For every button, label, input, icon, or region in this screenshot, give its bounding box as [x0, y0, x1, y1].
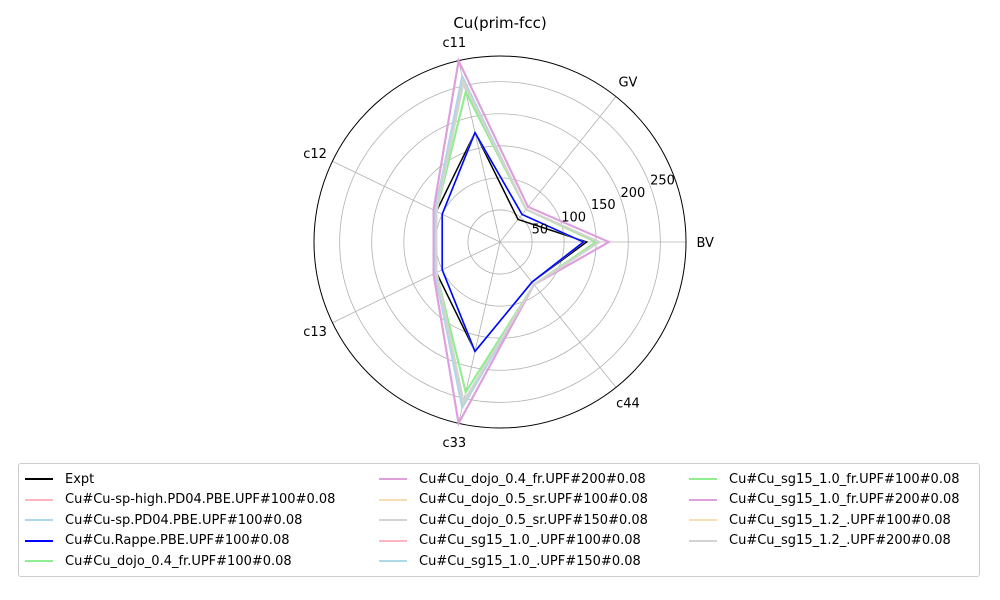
legend-item: Cu#Cu_dojo_0.5_sr.UPF#100#0.08	[379, 490, 648, 510]
legend-swatch	[689, 478, 717, 480]
legend-label: Cu#Cu_dojo_0.5_sr.UPF#150#0.08	[419, 512, 648, 528]
legend-item: Cu#Cu-sp.PD04.PBE.UPF#100#0.08	[25, 510, 302, 530]
chart-title: Cu(prim-fcc)	[453, 14, 546, 32]
chart-legend: Expt Cu#Cu-sp-high.PD04.PBE.UPF#100#0.08 C…	[18, 463, 980, 577]
legend-item: Expt	[25, 469, 94, 489]
axis-label-c11: c11	[442, 36, 466, 51]
legend-swatch	[379, 519, 407, 521]
radial-tick-label: 250	[650, 174, 675, 189]
legend-label: Cu#Cu-sp-high.PD04.PBE.UPF#100#0.08	[65, 492, 336, 507]
series-line-13	[435, 79, 602, 405]
legend-swatch	[25, 539, 53, 542]
grid-spoke	[332, 160, 501, 243]
legend-item: Cu#Cu_sg15_1.0_.UPF#100#0.08	[379, 531, 641, 551]
legend-label: Cu#Cu_sg15_1.0_fr.UPF#200#0.08	[729, 492, 960, 507]
axis-label-GV: GV	[618, 76, 637, 91]
legend-label: Cu#Cu_sg15_1.0_.UPF#150#0.08	[419, 553, 641, 569]
legend-item: Cu#Cu_sg15_1.0_fr.UPF#200#0.08	[689, 490, 960, 510]
legend-item: Cu#Cu_dojo_0.4_fr.UPF#200#0.08	[379, 469, 646, 489]
legend-item: Cu#Cu.Rappe.PBE.UPF#100#0.08	[25, 531, 290, 551]
series-line-3	[441, 130, 585, 353]
legend-item: Cu#Cu_dojo_0.4_fr.UPF#100#0.08	[25, 551, 292, 571]
legend-swatch	[689, 498, 717, 501]
legend-swatch	[689, 539, 717, 542]
polar-frame	[313, 55, 687, 429]
radial-tick-label: 150	[591, 198, 616, 213]
legend-item: Cu#Cu_sg15_1.0_.UPF#150#0.08	[379, 551, 641, 571]
legend-label: Cu#Cu_dojo_0.4_fr.UPF#200#0.08	[419, 471, 646, 487]
legend-item: Cu#Cu_sg15_1.2_.UPF#200#0.08	[689, 531, 951, 551]
axis-label-c12: c12	[303, 147, 327, 162]
axis-label-c33: c33	[442, 436, 466, 451]
legend-swatch	[25, 519, 53, 521]
axis-label-c13: c13	[303, 325, 327, 340]
radial-tick-label: 200	[621, 186, 646, 201]
legend-label: Cu#Cu_dojo_0.4_fr.UPF#100#0.08	[65, 553, 292, 569]
legend-swatch	[379, 560, 407, 562]
legend-swatch	[379, 478, 407, 480]
legend-label: Cu#Cu_sg15_1.2_.UPF#200#0.08	[729, 533, 951, 548]
legend-swatch	[25, 560, 53, 562]
axis-label-BV: BV	[697, 236, 715, 251]
legend-item: Cu#Cu_sg15_1.0_fr.UPF#100#0.08	[689, 469, 960, 489]
legend-item: Cu#Cu-sp-high.PD04.PBE.UPF#100#0.08	[25, 490, 335, 510]
legend-label: Cu#Cu_sg15_1.2_.UPF#100#0.08	[729, 512, 951, 528]
legend-label: Cu#Cu.Rappe.PBE.UPF#100#0.08	[65, 533, 290, 548]
legend-label: Cu#Cu-sp.PD04.PBE.UPF#100#0.08	[65, 512, 303, 528]
legend-label: Cu#Cu_dojo_0.5_sr.UPF#100#0.08	[419, 492, 648, 507]
grid-spoke	[499, 241, 617, 388]
legend-swatch	[379, 498, 407, 501]
legend-swatch	[25, 498, 53, 501]
grid-spoke	[499, 96, 617, 243]
radial-tick-label: 100	[561, 210, 586, 225]
legend-swatch	[689, 519, 717, 521]
legend-swatch	[25, 478, 53, 480]
legend-item: Cu#Cu_sg15_1.2_.UPF#100#0.08	[689, 510, 951, 530]
legend-label: Cu#Cu_sg15_1.0_fr.UPF#100#0.08	[729, 471, 960, 487]
legend-swatch	[379, 539, 407, 542]
legend-label: Expt	[65, 471, 95, 487]
radial-tick-label: 50	[532, 223, 549, 238]
axis-label-c44: c44	[616, 396, 640, 411]
legend-label: Cu#Cu_sg15_1.0_.UPF#100#0.08	[419, 533, 641, 548]
grid-spoke	[332, 241, 501, 324]
legend-item: Cu#Cu_dojo_0.5_sr.UPF#150#0.08	[379, 510, 648, 530]
grid-spoke	[458, 60, 501, 243]
grid-spoke	[458, 241, 501, 424]
series-line-11	[432, 57, 612, 427]
